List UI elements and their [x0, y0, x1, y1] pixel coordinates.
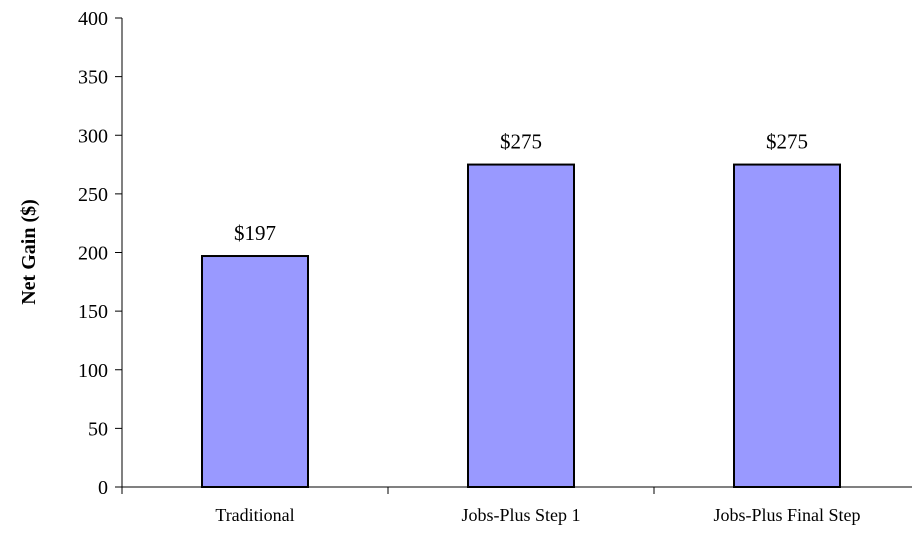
y-tick-label: 50 — [88, 418, 108, 440]
data-label: $197 — [234, 221, 276, 245]
y-tick-label: 150 — [78, 301, 108, 323]
x-axis: Traditional Jobs-Plus Step 1 Jobs-Plus Fin… — [121, 486, 912, 525]
y-axis-title: Net Gain ($) — [18, 199, 40, 305]
y-tick-label: 350 — [78, 67, 108, 89]
bar — [467, 163, 575, 488]
y-axis: 0 50 100 150 200 250 300 350 400 — [78, 8, 123, 499]
data-labels: $197 $275 $275 — [234, 130, 808, 245]
y-tick-label: 100 — [78, 360, 108, 382]
data-label: $275 — [766, 130, 808, 154]
bar — [733, 163, 841, 488]
x-tick-label: Traditional — [215, 505, 294, 525]
data-label: $275 — [500, 130, 542, 154]
x-tick-label: Jobs-Plus Final Step — [713, 505, 860, 525]
y-tick-label: 0 — [98, 477, 108, 499]
y-tick-label: 200 — [78, 243, 108, 265]
x-tick-label: Jobs-Plus Step 1 — [461, 505, 580, 525]
bar — [201, 255, 309, 488]
y-tick-label: 250 — [78, 184, 108, 206]
y-tick-label: 400 — [78, 8, 108, 30]
bars — [201, 163, 841, 488]
y-tick-label: 300 — [78, 125, 108, 147]
